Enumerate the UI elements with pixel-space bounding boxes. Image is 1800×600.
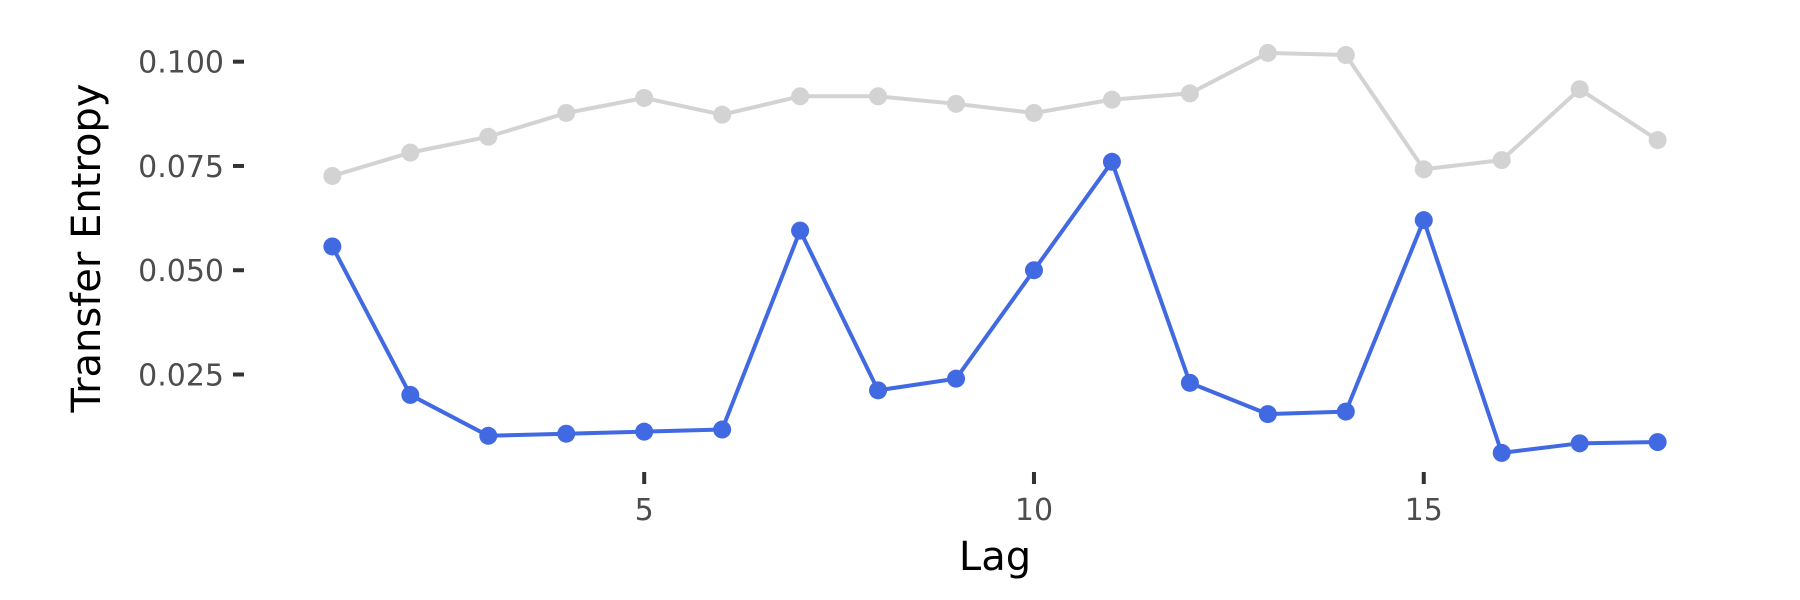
data-point [1180, 84, 1199, 103]
data-point [947, 369, 966, 388]
data-point [869, 87, 888, 106]
data-point [1102, 90, 1121, 109]
data-point [1492, 151, 1511, 170]
data-point [557, 103, 576, 122]
data-point [1258, 405, 1277, 424]
y-axis: 0.025 0.050 0.075 0.100 [138, 46, 244, 393]
data-point [479, 426, 498, 445]
data-point [323, 166, 342, 185]
data-point [323, 237, 342, 256]
data-point [713, 420, 732, 439]
y-tick-label: 0.025 [138, 358, 224, 393]
data-point [1180, 373, 1199, 392]
data-point [1024, 261, 1043, 280]
x-tick-label: 5 [635, 493, 654, 528]
data-point [1414, 160, 1433, 179]
data-point [1336, 46, 1355, 65]
data-point [479, 127, 498, 146]
data-point [1648, 131, 1667, 150]
x-tick-label: 10 [1015, 493, 1053, 528]
x-tick-label: 15 [1405, 493, 1443, 528]
data-point [1414, 211, 1433, 230]
data-point [635, 88, 654, 107]
series-0 [323, 43, 1667, 185]
x-axis-title: Lag [959, 534, 1031, 580]
data-point [1648, 433, 1667, 452]
y-tick-label: 0.075 [138, 150, 224, 185]
data-point [1024, 103, 1043, 122]
y-tick-label: 0.100 [138, 46, 224, 81]
series-line [330, 50, 1660, 178]
series-layer [323, 43, 1667, 462]
data-point [1570, 80, 1589, 99]
data-point [1336, 402, 1355, 421]
y-axis-title: Transfer Entropy [64, 84, 110, 414]
data-point [791, 221, 810, 240]
data-point [791, 87, 810, 106]
data-point [1492, 443, 1511, 462]
data-point [713, 105, 732, 124]
x-axis: 5 10 15 [635, 472, 1443, 528]
data-point [401, 143, 420, 162]
data-point [635, 422, 654, 441]
data-point [947, 94, 966, 113]
data-point [869, 381, 888, 400]
series-line [330, 159, 1660, 455]
data-point [557, 424, 576, 443]
data-point [1258, 43, 1277, 62]
data-point [1570, 434, 1589, 453]
series-1 [323, 152, 1667, 462]
data-point [401, 385, 420, 404]
data-point [1102, 152, 1121, 171]
y-tick-label: 0.050 [138, 254, 224, 289]
